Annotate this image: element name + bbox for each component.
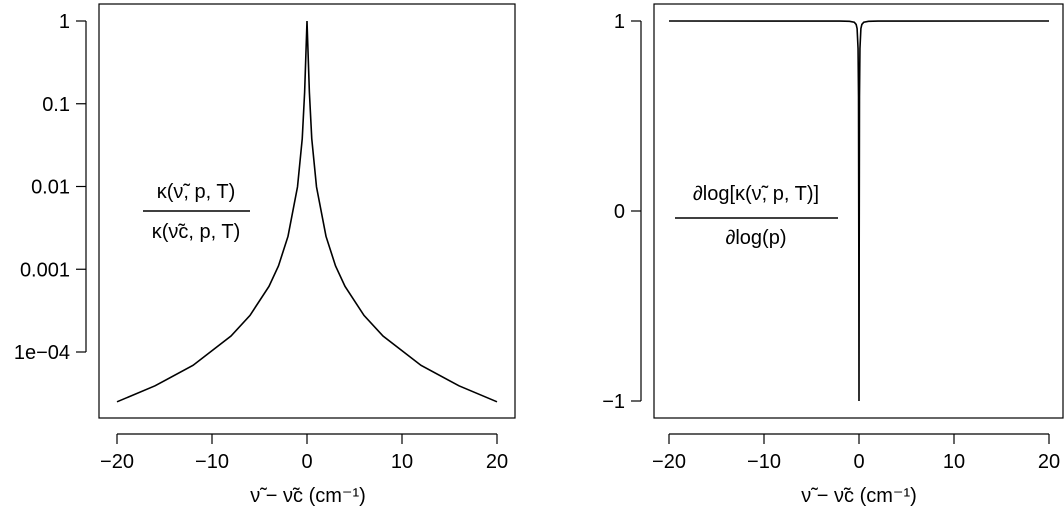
- left-chart-panel: −20 −10 0 10 20 1 0.1 0.01 0.001 1e−04 ν̃ − ν̃c …: [14, 3, 516, 507]
- right-y-tick-label: 1: [614, 11, 625, 33]
- right-x-tick-label: 20: [1038, 451, 1060, 473]
- left-y-tick-label: 1e−04: [14, 342, 70, 364]
- left-y-tick-label: 0.01: [31, 177, 70, 199]
- left-y-tick-label: 1: [59, 11, 70, 33]
- right-annotation: ∂log[κ(ν̃, p, T)] ∂log(p): [675, 183, 838, 249]
- right-series-line: [668, 20, 1050, 402]
- left-y-ticks: 1 0.1 0.01 0.001 1e−04: [14, 11, 86, 364]
- right-x-tick-label: −20: [652, 451, 686, 473]
- right-plot-frame: [653, 3, 1064, 419]
- left-series-line: [116, 20, 498, 403]
- left-x-ticks: −20 −10 0 10 20: [100, 434, 508, 473]
- left-x-tick-label: 20: [486, 451, 508, 473]
- left-x-tick-label: 0: [301, 451, 312, 473]
- right-annotation-denominator: ∂log(p): [725, 227, 786, 249]
- right-x-axis-title: ν̃ − ν̃c (cm⁻¹): [801, 485, 917, 507]
- left-plot-frame: [98, 3, 516, 419]
- right-x-tick-label: 10: [943, 451, 965, 473]
- left-x-tick-label: −20: [100, 451, 134, 473]
- left-y-tick-label: 0.1: [42, 94, 70, 116]
- right-x-tick-label: 0: [853, 451, 864, 473]
- right-y-tick-label: −1: [602, 391, 625, 413]
- right-chart-panel: −20 −10 0 10 20 10−1 ν̃ − ν̃c (cm⁻¹) ∂log[κ(…: [602, 3, 1064, 507]
- left-annotation-denominator: κ(ν̃c, p, T): [152, 221, 241, 243]
- right-y-tick-label: 0: [614, 201, 625, 223]
- right-x-tick-label: −10: [747, 451, 781, 473]
- left-x-tick-label: 10: [391, 451, 413, 473]
- left-x-tick-label: −10: [195, 451, 229, 473]
- right-annotation-numerator: ∂log[κ(ν̃, p, T)]: [693, 183, 819, 205]
- right-x-ticks: −20 −10 0 10 20: [652, 434, 1060, 473]
- left-annotation-numerator: κ(ν̃, p, T): [157, 181, 236, 203]
- left-y-tick-label: 0.001: [20, 259, 70, 281]
- left-x-axis-title: ν̃ − ν̃c (cm⁻¹): [250, 485, 366, 507]
- right-y-ticks: 1 0 −1: [602, 11, 641, 413]
- left-annotation: κ(ν̃, p, T) κ(ν̃c, p, T): [143, 181, 250, 243]
